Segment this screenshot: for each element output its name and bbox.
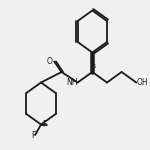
Text: F: F: [31, 130, 35, 140]
Text: NH: NH: [66, 78, 78, 87]
Text: OH: OH: [136, 78, 148, 87]
Text: F: F: [42, 120, 47, 129]
Text: O: O: [46, 57, 52, 66]
Text: S: S: [93, 64, 96, 69]
